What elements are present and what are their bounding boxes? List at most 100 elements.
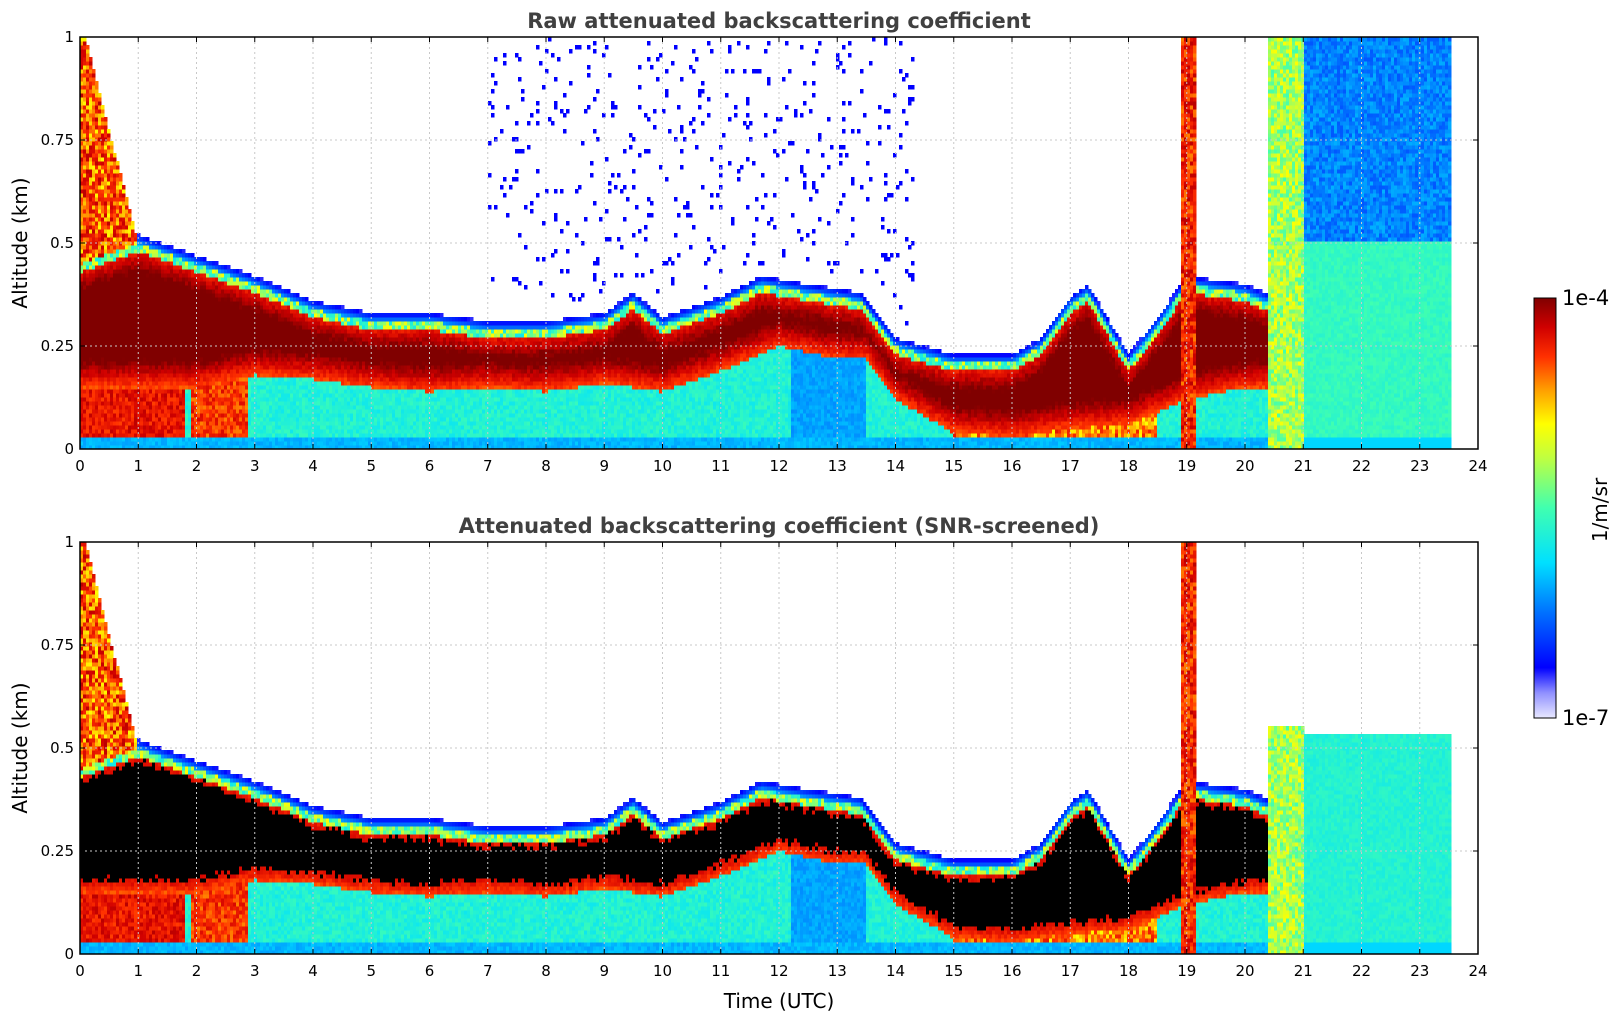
heatmap-cell xyxy=(113,273,117,362)
heatmap-cell xyxy=(278,305,282,310)
heatmap-cell xyxy=(170,441,174,446)
heatmap-cell xyxy=(86,209,90,214)
heatmap-cell xyxy=(89,413,93,418)
heatmap-cell xyxy=(221,289,225,294)
heatmap-cell xyxy=(236,377,240,382)
heatmap-cell xyxy=(146,413,150,418)
heatmap-cell xyxy=(179,437,183,442)
heatmap-cell xyxy=(146,433,150,438)
heatmap-cell xyxy=(83,105,87,110)
heatmap-cell xyxy=(281,305,285,310)
heatmap-cell xyxy=(98,269,102,274)
heatmap-cell xyxy=(227,369,231,374)
heatmap-cell xyxy=(107,189,111,194)
heatmap-cell xyxy=(116,421,120,426)
heatmap-cell xyxy=(122,241,126,246)
heatmap-cell xyxy=(179,433,183,438)
heatmap-cell xyxy=(158,261,162,266)
heatmap-cell xyxy=(101,433,105,438)
heatmap-cell xyxy=(209,265,213,270)
heatmap-cell xyxy=(95,205,99,210)
heatmap-cell xyxy=(113,437,117,442)
heatmap-cell xyxy=(293,401,297,406)
heatmap-cell xyxy=(296,441,300,446)
heatmap-cell xyxy=(218,381,222,386)
heatmap-cell xyxy=(98,129,102,134)
heatmap-cell xyxy=(95,193,99,198)
heatmap-cell xyxy=(92,437,96,442)
heatmap-cell xyxy=(257,369,261,374)
heatmap-cell xyxy=(245,401,249,406)
heatmap-cell xyxy=(215,381,219,386)
heatmap-cell xyxy=(221,385,225,390)
heatmap-cell xyxy=(143,405,147,410)
heatmap-cell xyxy=(224,401,228,406)
heatmap-cell xyxy=(134,237,138,242)
heatmap-cell xyxy=(176,421,180,426)
heatmap-cell xyxy=(239,273,243,278)
heatmap-cell xyxy=(212,421,216,426)
heatmap-cell xyxy=(101,121,105,126)
heatmap-cell xyxy=(95,229,99,234)
heatmap-cell xyxy=(230,369,234,374)
heatmap-cell xyxy=(176,377,180,382)
heatmap-cell xyxy=(185,393,189,398)
heatmap-cell xyxy=(104,185,108,190)
heatmap-cell xyxy=(95,125,99,130)
heatmap-cell xyxy=(245,437,249,442)
heatmap-cell xyxy=(110,369,114,374)
heatmap-cell xyxy=(149,397,153,402)
heatmap-cell xyxy=(134,397,138,402)
heatmap-cell xyxy=(107,441,111,446)
heatmap-cell xyxy=(197,269,201,274)
heatmap-cell xyxy=(251,417,255,422)
heatmap-cell xyxy=(272,373,276,378)
heatmap-cell xyxy=(104,417,108,422)
heatmap-cell xyxy=(125,213,129,218)
heatmap-cell xyxy=(83,365,87,370)
heatmap-cell xyxy=(98,113,102,118)
heatmap-cell xyxy=(89,365,93,370)
heatmap-cell xyxy=(191,365,195,370)
heatmap-cell xyxy=(197,437,201,442)
heatmap-cell xyxy=(104,273,108,278)
heatmap-cell xyxy=(89,209,93,214)
heatmap-cell xyxy=(278,405,282,410)
heatmap-cell xyxy=(188,433,192,438)
heatmap-cell xyxy=(134,393,138,398)
heatmap-cell xyxy=(263,301,267,306)
heatmap-cell xyxy=(269,441,273,446)
heatmap-cell xyxy=(164,397,168,402)
heatmap-cell xyxy=(179,389,183,394)
heatmap-cell xyxy=(101,245,105,250)
heatmap-cell xyxy=(116,177,120,182)
heatmap-cell xyxy=(116,165,120,170)
heatmap-cell xyxy=(269,361,273,366)
heatmap-cell xyxy=(173,441,177,446)
heatmap-cell xyxy=(170,393,174,398)
heatmap-cell xyxy=(125,257,129,262)
heatmap-cell xyxy=(278,317,282,322)
heatmap-cell xyxy=(245,277,249,282)
heatmap-cell xyxy=(161,441,165,446)
heatmap-cell xyxy=(242,441,246,446)
heatmap-cell xyxy=(230,377,234,382)
heatmap-cell xyxy=(182,361,186,366)
heatmap-cell xyxy=(197,417,201,422)
heatmap-cell xyxy=(101,441,105,446)
heatmap-cell xyxy=(116,405,120,410)
heatmap-cell xyxy=(281,293,285,298)
heatmap-cell xyxy=(167,385,171,390)
heatmap-cell xyxy=(86,117,90,122)
heatmap-cell xyxy=(146,261,150,266)
heatmap-cell xyxy=(155,397,159,402)
heatmap-cell xyxy=(212,409,216,414)
heatmap-cell xyxy=(155,381,159,386)
heatmap-cell xyxy=(170,277,174,366)
heatmap-cell xyxy=(251,421,255,426)
heatmap-cell xyxy=(170,265,174,270)
heatmap-cell xyxy=(200,389,204,394)
heatmap-cell xyxy=(215,385,219,390)
heatmap-cell xyxy=(269,417,273,422)
heatmap-cell xyxy=(242,361,246,366)
